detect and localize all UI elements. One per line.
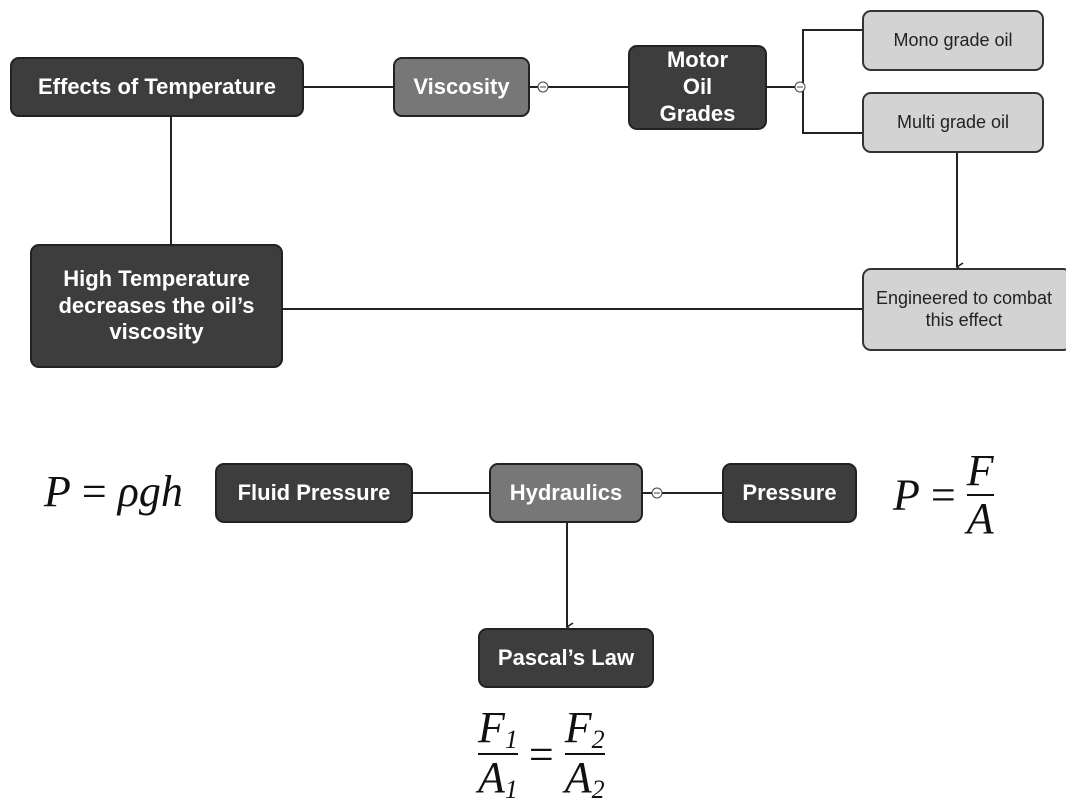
formula-text: 2 — [591, 775, 605, 805]
node: Hydraulics — [489, 463, 643, 523]
node: Fluid Pressure — [215, 463, 413, 523]
fraction-bar — [478, 753, 518, 756]
node: Mono grade oil — [862, 10, 1044, 71]
fraction: F2 A2 — [564, 703, 605, 805]
formula-text: A — [966, 494, 994, 544]
formula-text: 1 — [504, 725, 518, 754]
formula-text: A — [478, 753, 505, 803]
node: High Temperature decreases the oil’s vis… — [30, 244, 283, 368]
formula: P = ρgh — [44, 466, 183, 517]
fraction: F1 A1 — [478, 703, 518, 805]
fraction-bar — [564, 753, 605, 756]
fraction-bar — [966, 494, 994, 497]
formula-text: A — [564, 753, 592, 803]
fraction: F A — [966, 446, 994, 544]
connector — [802, 29, 862, 134]
formula-text: P — [893, 470, 920, 520]
formula-text: F — [966, 446, 994, 495]
formula-text: = — [528, 729, 554, 779]
formula-text: ρgh — [117, 467, 183, 516]
formula-text: 2 — [591, 725, 605, 754]
formula: P = F A — [893, 446, 994, 544]
node: Engineered to combat this effect — [862, 268, 1066, 351]
formula: F1 A1 = F2 A2 — [478, 703, 605, 805]
formula-text: F — [564, 703, 592, 752]
node: Viscosity — [393, 57, 530, 117]
node: Multi grade oil — [862, 92, 1044, 153]
formula-text: 1 — [504, 775, 518, 805]
node: Pressure — [722, 463, 857, 523]
node: Effects of Temperature — [10, 57, 304, 117]
node: Motor Oil Grades — [628, 45, 767, 130]
formula-text: P — [44, 467, 71, 516]
formula-text: = — [81, 467, 107, 516]
formula-text: F — [478, 703, 505, 752]
formula-text: = — [930, 470, 956, 520]
node: Pascal’s Law — [478, 628, 654, 688]
